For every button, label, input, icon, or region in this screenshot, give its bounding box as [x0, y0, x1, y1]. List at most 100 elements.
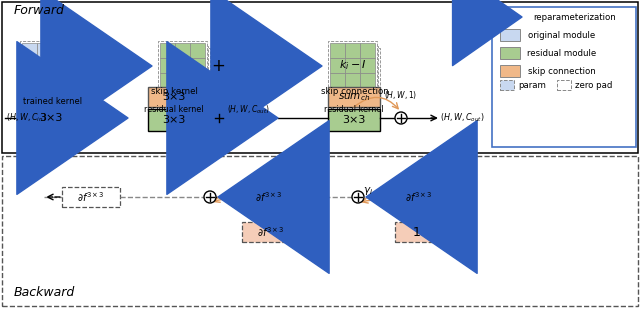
Bar	[500, 47, 520, 59]
Bar	[395, 222, 439, 242]
Bar	[360, 73, 375, 88]
Bar	[190, 58, 205, 73]
Bar	[52, 43, 67, 58]
Text: original module: original module	[529, 30, 596, 39]
Text: $sum_{ch}$: $sum_{ch}$	[338, 91, 370, 103]
Bar	[243, 43, 258, 58]
Text: zero pad: zero pad	[575, 81, 612, 90]
Bar	[243, 73, 258, 88]
Bar	[328, 87, 380, 107]
Bar	[226, 41, 275, 90]
Bar	[335, 48, 380, 93]
Bar	[328, 41, 377, 90]
Text: 3×3: 3×3	[342, 115, 365, 125]
Bar	[258, 73, 273, 88]
Bar	[2, 2, 638, 153]
Text: Forward: Forward	[14, 5, 65, 17]
Bar	[190, 73, 205, 88]
Bar	[333, 46, 378, 91]
Bar	[26, 107, 76, 129]
Bar	[330, 58, 345, 73]
Bar	[258, 58, 273, 73]
Bar	[360, 58, 375, 73]
Bar	[148, 87, 200, 107]
Bar	[20, 41, 69, 90]
Bar	[37, 43, 52, 58]
Bar	[160, 73, 175, 88]
Text: 3×3: 3×3	[163, 115, 186, 125]
Text: $\partial f^{3\times3}$: $\partial f^{3\times3}$	[255, 190, 283, 204]
Bar	[345, 73, 360, 88]
Text: trained kernel: trained kernel	[24, 98, 83, 107]
Bar	[2, 156, 638, 306]
Bar	[228, 73, 243, 88]
Bar	[330, 43, 345, 58]
Bar	[160, 43, 175, 58]
Bar	[492, 7, 636, 147]
Bar	[243, 58, 258, 73]
Bar	[22, 58, 37, 73]
Text: residual kernel: residual kernel	[144, 105, 204, 114]
Bar	[25, 46, 70, 91]
Bar	[22, 73, 37, 88]
Bar	[500, 29, 520, 41]
Bar	[190, 43, 205, 58]
Circle shape	[352, 191, 364, 203]
Text: 3×3: 3×3	[163, 92, 186, 102]
Circle shape	[213, 112, 225, 124]
Bar	[500, 65, 520, 77]
Text: $\gamma_i$: $\gamma_i$	[363, 185, 373, 197]
Bar	[557, 80, 571, 90]
Bar	[258, 43, 273, 58]
Text: +: +	[211, 57, 225, 75]
Bar	[345, 58, 360, 73]
Bar	[500, 80, 514, 90]
Text: $k_i$: $k_i$	[39, 59, 50, 73]
Text: $(H,W,C_{out})$: $(H,W,C_{out})$	[227, 104, 269, 116]
Text: $(H,W,1)$: $(H,W,1)$	[384, 89, 417, 101]
Bar	[148, 109, 200, 131]
Bar	[390, 187, 448, 207]
Text: param: param	[518, 81, 546, 90]
Bar	[37, 58, 52, 73]
Text: 1: 1	[247, 60, 254, 70]
Bar	[158, 41, 207, 90]
Bar	[242, 222, 300, 242]
Text: Backward: Backward	[14, 286, 76, 299]
Bar	[360, 43, 375, 58]
Bar	[328, 109, 380, 131]
Bar	[228, 58, 243, 73]
Bar	[163, 46, 208, 91]
Text: $(H,W,C_{out})$: $(H,W,C_{out})$	[440, 112, 484, 124]
Bar	[175, 73, 190, 88]
Bar	[175, 43, 190, 58]
Text: $\partial f^{3\times3}$: $\partial f^{3\times3}$	[77, 190, 105, 204]
Bar	[37, 73, 52, 88]
Bar	[345, 43, 360, 58]
Text: skip kernel: skip kernel	[150, 87, 197, 96]
Text: residual kernel: residual kernel	[324, 105, 384, 114]
Bar	[240, 187, 298, 207]
Bar	[160, 58, 175, 73]
Bar	[330, 73, 345, 88]
Bar	[62, 187, 120, 207]
Bar	[228, 43, 243, 58]
Text: skip connection: skip connection	[528, 67, 596, 76]
Text: $(H,W,C_{in})$: $(H,W,C_{in})$	[6, 112, 47, 124]
Text: 3×3: 3×3	[39, 113, 63, 123]
Bar	[165, 48, 210, 93]
Text: skip connection: skip connection	[321, 87, 389, 96]
Text: $k_i-I$: $k_i-I$	[169, 59, 196, 73]
Bar	[52, 58, 67, 73]
Text: $\partial f^{3\times3}$: $\partial f^{3\times3}$	[257, 225, 285, 239]
Bar	[27, 48, 72, 93]
Bar	[52, 73, 67, 88]
Text: residual module: residual module	[527, 48, 596, 57]
Bar	[22, 43, 37, 58]
Text: 1: 1	[413, 225, 421, 238]
Circle shape	[395, 112, 407, 124]
Text: $\partial f^{3\times3}$: $\partial f^{3\times3}$	[405, 190, 433, 204]
Bar	[175, 58, 190, 73]
Circle shape	[204, 191, 216, 203]
Text: reparameterization: reparameterization	[534, 12, 616, 21]
